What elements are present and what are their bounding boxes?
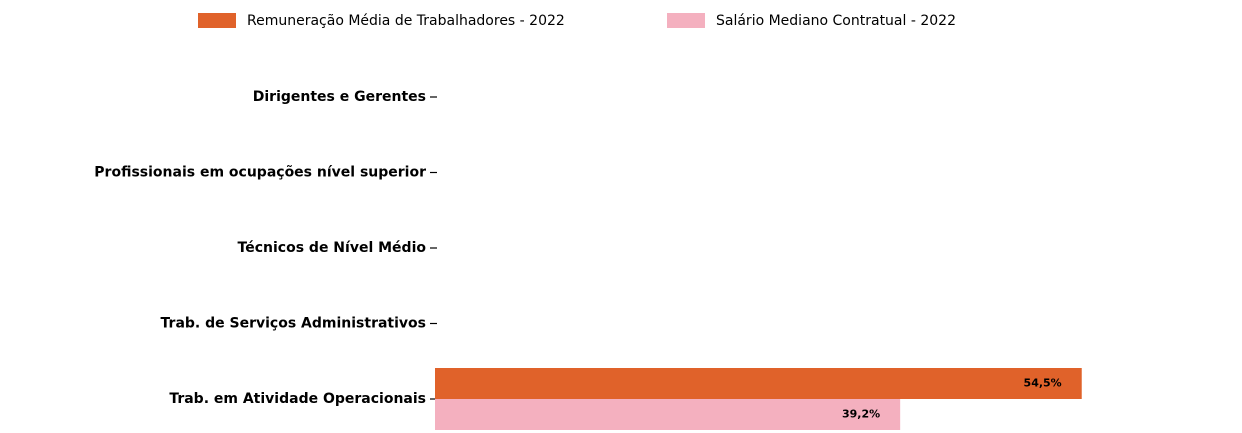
legend-swatch bbox=[198, 13, 236, 28]
legend-label: Remuneração Média de Trabalhadores - 202… bbox=[247, 13, 565, 29]
y-tick-label: Dirigentes e Gerentes bbox=[253, 89, 426, 105]
legend-label: Salário Mediano Contratual - 2022 bbox=[716, 13, 956, 29]
value-label: 39,2% bbox=[842, 408, 880, 421]
bar bbox=[435, 368, 1082, 399]
y-tick-label: Técnicos de Nível Médio bbox=[238, 240, 427, 256]
y-tick-label: Profissionais em ocupações nível superio… bbox=[94, 165, 426, 181]
bar bbox=[435, 399, 901, 430]
value-label: 54,5% bbox=[1024, 377, 1062, 390]
legend-swatch bbox=[667, 13, 705, 28]
y-tick-label: Trab. de Serviços Administrativos bbox=[161, 316, 426, 332]
y-tick-label: Trab. em Atividade Operacionais bbox=[169, 391, 426, 407]
